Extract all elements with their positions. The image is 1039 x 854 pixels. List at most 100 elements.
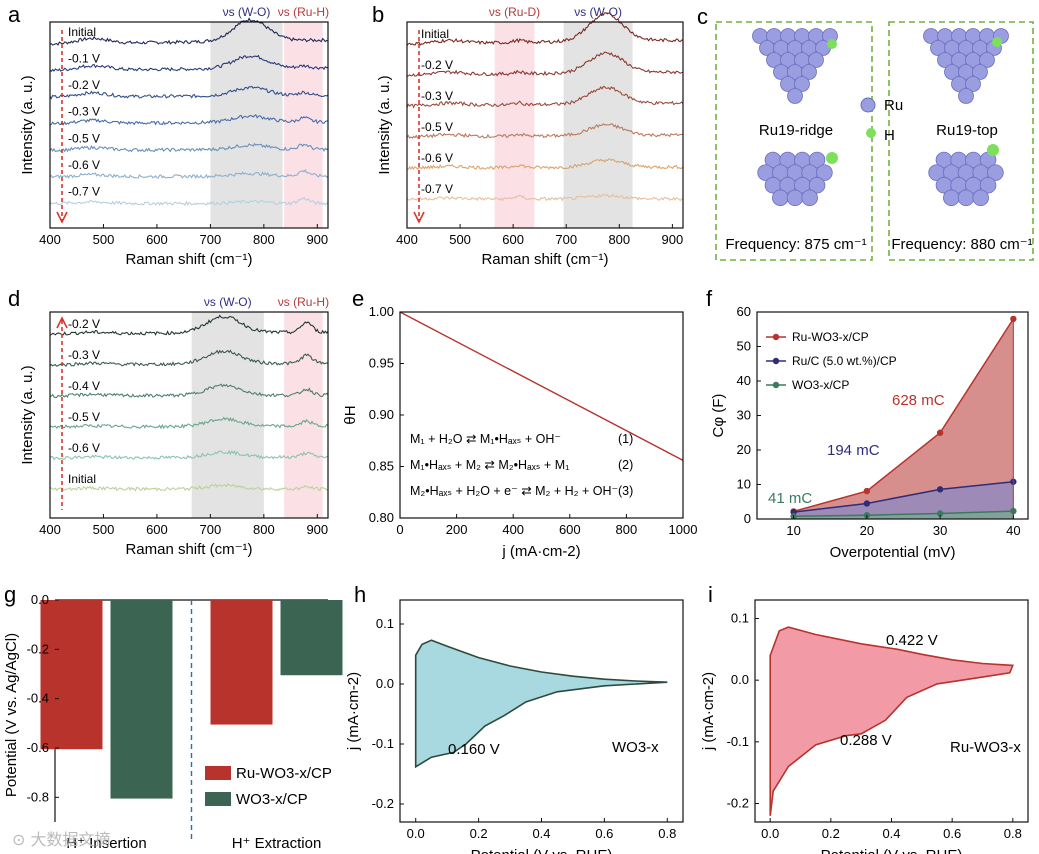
tick-label: 0.90 (369, 407, 394, 422)
ru-atom (816, 164, 833, 181)
category-label: H⁺ Extraction (232, 835, 322, 852)
tick-label: 500 (93, 232, 115, 247)
tick-label: 30 (933, 523, 947, 538)
y-axis-title: Potential (V vs. Ag/AgCl) (3, 633, 20, 797)
panel-letter-i: i (708, 582, 713, 607)
y-axis-title: Intensity (a. u.) (19, 365, 36, 464)
ru-atom (808, 176, 826, 194)
legend-dot (772, 357, 780, 365)
series-line (49, 113, 329, 126)
top-frequency: Frequency: 880 cm⁻¹ (891, 236, 1032, 253)
panel-letter-g: g (4, 582, 16, 607)
ru-atom (987, 164, 1004, 181)
series-label: -0.3 V (68, 105, 100, 119)
arrow-head (56, 211, 68, 224)
y-axis-title: Intensity (a. u.) (376, 75, 393, 174)
tick-label: 1000 (669, 522, 698, 537)
series-label: -0.7 V (421, 182, 453, 196)
tick-label: -0.1 (372, 736, 394, 751)
tick-label: 600 (146, 522, 168, 537)
series-line (406, 123, 684, 139)
tick-label: 0.6 (595, 826, 613, 841)
x-axis-title: Potential (V vs. RHE) (821, 847, 963, 854)
series-label: Initial (68, 472, 96, 486)
legend-label: Ru/C (5.0 wt.%)/CP (792, 354, 897, 368)
series-line (406, 193, 684, 202)
area-fill (793, 318, 1014, 519)
band-1 (563, 22, 633, 228)
band-label: νs (Ru-H) (278, 295, 329, 309)
tick-label: 40 (737, 373, 751, 388)
ru-atom (943, 189, 960, 207)
data-point (863, 487, 871, 495)
tick-label: 500 (93, 522, 115, 537)
series-label: -0.5 V (68, 131, 100, 145)
tick-label: 50 (737, 339, 751, 354)
tick-label: 900 (662, 232, 684, 247)
panel-letter-c: c (697, 4, 708, 29)
series-label: -0.7 V (68, 184, 100, 198)
data-point (936, 429, 944, 436)
series-label: -0.5 V (68, 410, 100, 424)
ru-atom (787, 88, 803, 104)
series-label: -0.3 V (421, 89, 453, 103)
tick-label: 0.1 (731, 611, 749, 626)
tick-label: 800 (608, 232, 630, 247)
tick-label: 0.80 (369, 510, 394, 525)
tick-label: 600 (559, 522, 581, 537)
ru-atom (801, 189, 818, 207)
data-point (1010, 315, 1017, 323)
ru-atom (972, 189, 989, 207)
series-line (49, 383, 329, 399)
bar (40, 600, 103, 750)
tick-label: 0.4 (532, 826, 550, 841)
top-title: Ru19-top (936, 122, 998, 139)
legend-ru-dot (860, 97, 876, 113)
cv-loop (414, 639, 668, 769)
cv-loop (769, 626, 1014, 816)
ru-atom (801, 64, 817, 80)
ru-atom (808, 52, 824, 68)
series-line (49, 142, 329, 153)
series-label: Initial (68, 25, 96, 39)
series-line (793, 318, 1014, 513)
series-label: -0.2 V (421, 58, 453, 72)
tick-label: 0.0 (31, 592, 49, 607)
tick-label: 900 (306, 232, 328, 247)
band-0 (191, 312, 264, 518)
tick-label: -0.2 (27, 641, 49, 656)
bar (110, 600, 173, 799)
series-label: -0.2 V (68, 78, 100, 92)
y-axis-title: Cφ (F) (710, 394, 727, 438)
legend-label: Ru-WO3-x/CP (792, 330, 869, 344)
legend-label: WO3-x/CP (792, 378, 849, 392)
ru-atom (979, 52, 995, 68)
tick-label: 20 (860, 523, 874, 538)
panel-letter-a: a (8, 2, 21, 27)
series-label: -0.6 V (68, 441, 100, 455)
tick-label: 600 (502, 232, 524, 247)
ru-atom (808, 151, 826, 169)
raman-frame (49, 21, 329, 229)
tick-label: -0.2 (727, 796, 749, 811)
tick-label: -0.1 (727, 734, 749, 749)
y-axis-title: Intensity (a. u.) (19, 75, 36, 174)
bar (210, 600, 273, 725)
ru-atom (957, 189, 975, 207)
ridge-title: Ru19-ridge (759, 122, 833, 139)
tick-label: 800 (253, 522, 275, 537)
band-label: νs (W-O) (574, 5, 622, 19)
ru-atom (958, 88, 974, 104)
ridge-frequency: Frequency: 875 cm⁻¹ (725, 236, 866, 253)
band-0 (494, 22, 535, 228)
annotation: 628 mC (892, 392, 945, 409)
annotation: 0.422 V (886, 632, 938, 649)
series-line (49, 17, 329, 46)
legend-ru-label: Ru (884, 97, 903, 114)
x-axis-title: j (mA·cm-2) (501, 543, 580, 560)
legend-h-label: H (884, 127, 895, 144)
tick-label: 0.8 (1004, 826, 1022, 841)
tick-label: 700 (200, 522, 222, 537)
tick-label: 800 (253, 232, 275, 247)
